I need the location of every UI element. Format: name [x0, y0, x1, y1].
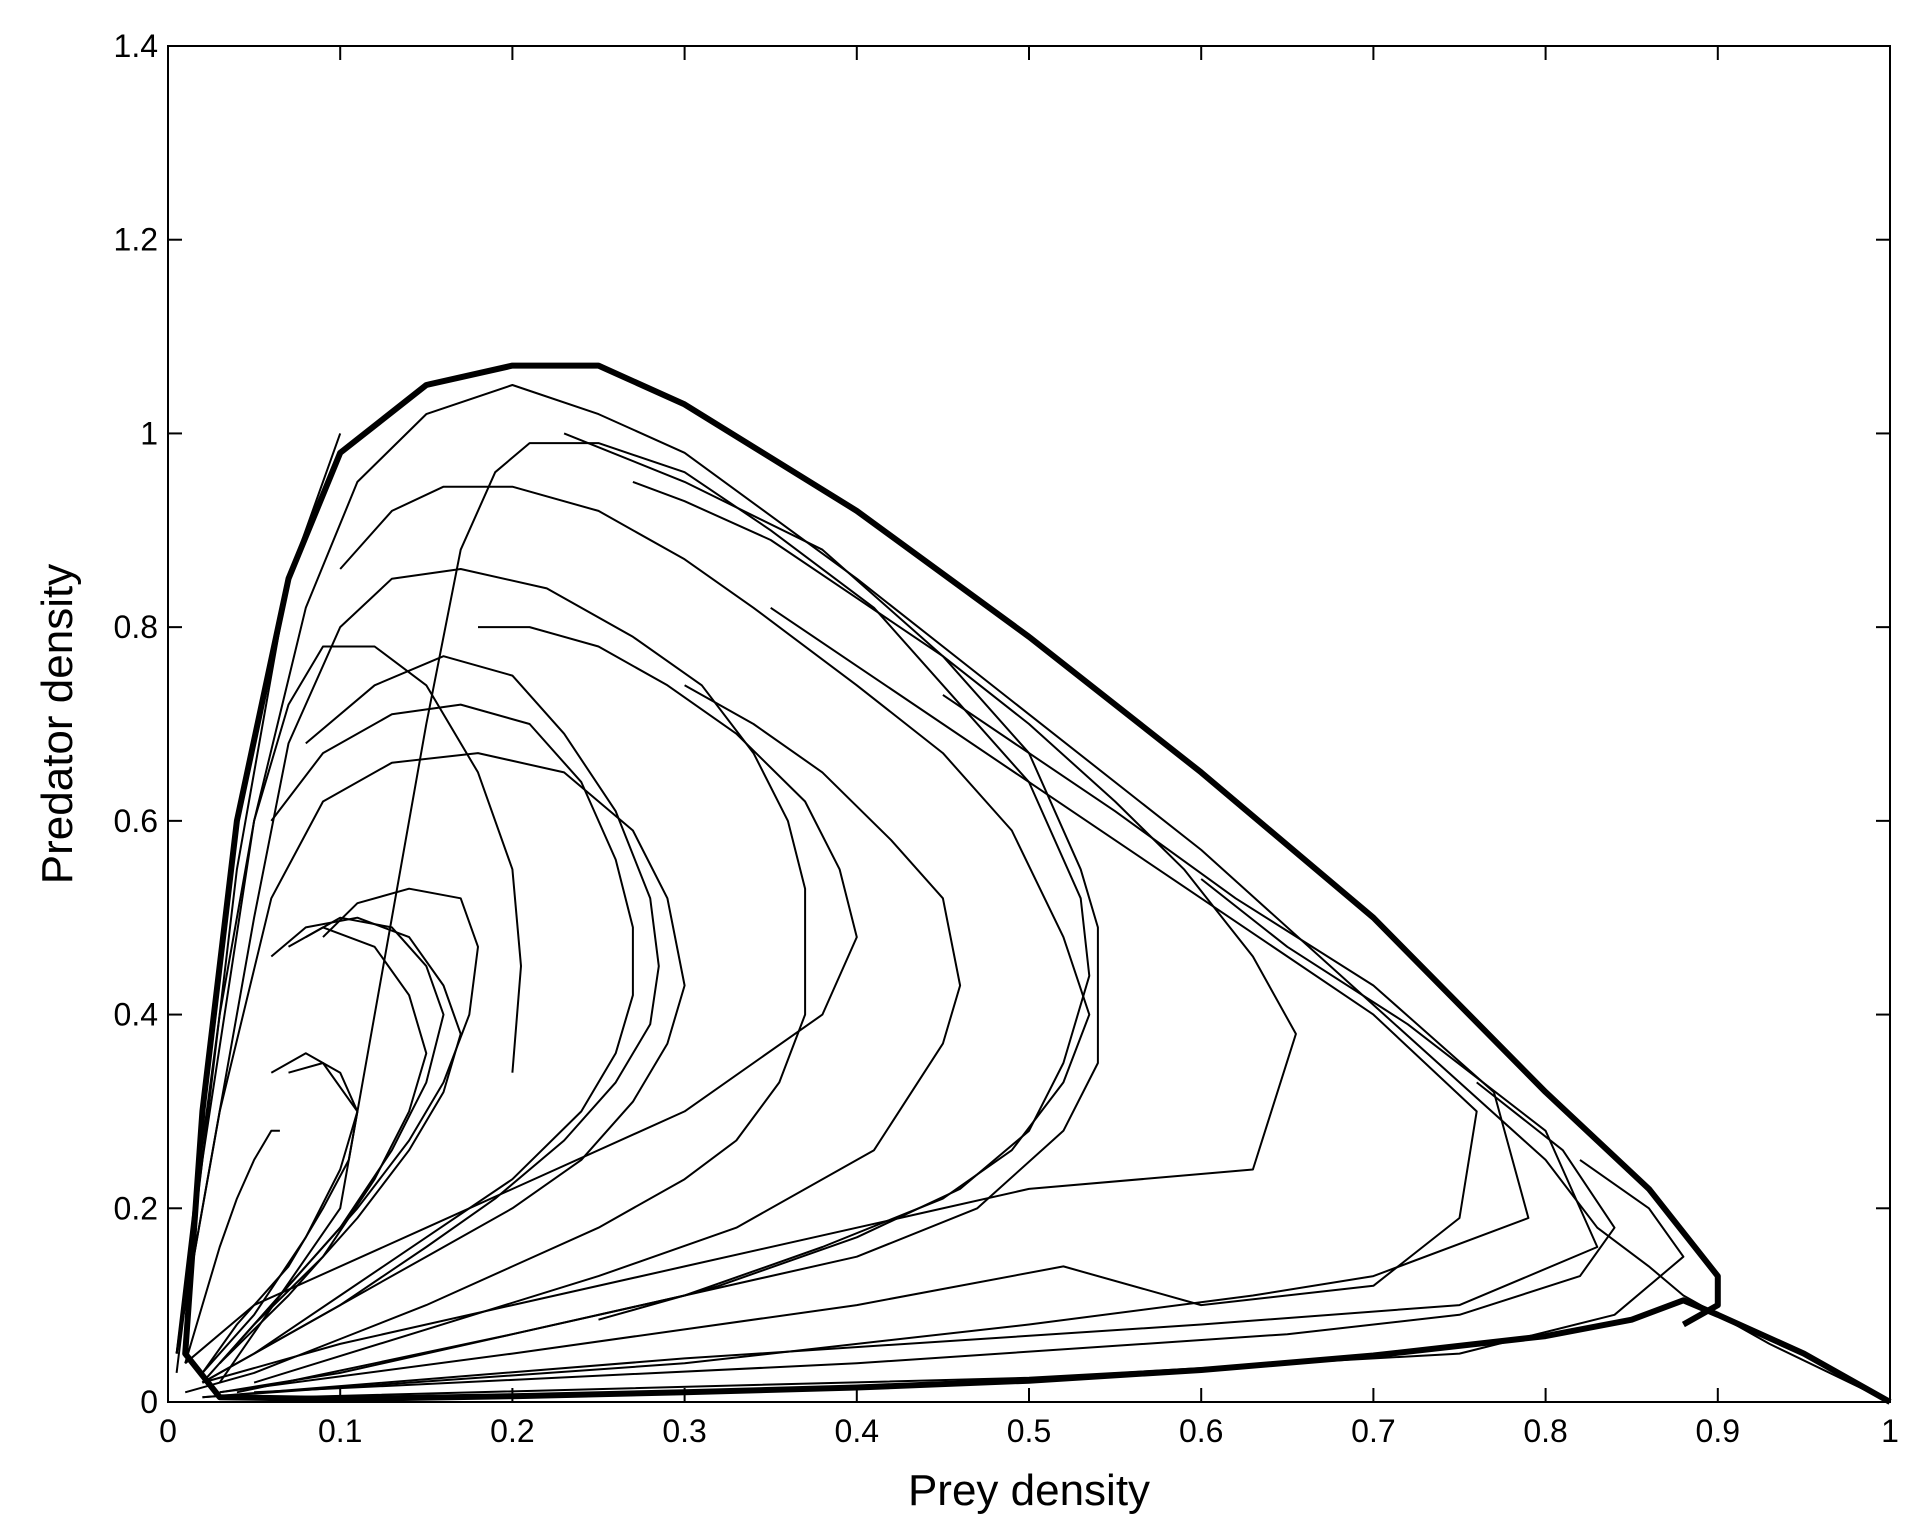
x-tick-label: 0.4	[835, 1413, 879, 1449]
trajectory-line	[201, 1062, 359, 1374]
x-tick-label: 0.8	[1523, 1413, 1567, 1449]
trajectory-line	[202, 878, 1599, 1399]
trajectory-line	[253, 703, 634, 1355]
x-tick-label: 0.7	[1351, 1413, 1395, 1449]
y-tick-label: 0.4	[114, 997, 158, 1033]
trajectory-line	[175, 568, 807, 1394]
y-tick-label: 0.8	[114, 609, 158, 645]
trajectory-line	[218, 916, 445, 1364]
x-tick-label: 0.2	[490, 1413, 534, 1449]
y-tick-label: 0	[140, 1384, 158, 1420]
trajectory-line	[288, 1159, 1685, 1399]
x-tick-label: 0.3	[662, 1413, 706, 1449]
x-tick-label: 0.6	[1179, 1413, 1223, 1449]
trajectory-layer	[175, 362, 1892, 1405]
y-tick-label: 1	[140, 415, 158, 451]
trajectory-line	[253, 684, 962, 1384]
x-tick-label: 0.1	[318, 1413, 362, 1449]
x-tick-label: 1	[1881, 1413, 1899, 1449]
x-tick-label: 0.9	[1696, 1413, 1740, 1449]
trajectory-line	[184, 626, 858, 1365]
trajectory-line	[254, 1081, 1616, 1394]
trajectory-line	[175, 645, 522, 1354]
x-tick-label: 0	[159, 1413, 177, 1449]
trajectory-line	[175, 384, 1891, 1403]
trajectory-line	[175, 752, 686, 1384]
tick-labels: 0 0.1 0.2 0.3 0.4 0.5 0.6 0.7 0.8 0.9 1 0 0.2 0.4 0.6 0…	[114, 28, 1899, 1449]
trajectory-line	[219, 606, 1478, 1394]
x-axis-title: Prey density	[908, 1466, 1150, 1515]
y-tick-label: 1.4	[114, 28, 158, 64]
trajectory-line	[202, 694, 1530, 1399]
y-axis-title: Predator density	[33, 564, 82, 884]
y-tick-label: 0.2	[114, 1190, 158, 1226]
y-tick-label: 0.6	[114, 803, 158, 839]
trajectory-line	[202, 480, 1297, 1384]
trajectory-line	[236, 485, 1091, 1394]
trajectory-line	[201, 655, 660, 1384]
trajectory-line	[184, 1129, 280, 1364]
x-tick-label: 0.5	[1007, 1413, 1051, 1449]
y-tick-label: 1.2	[114, 222, 158, 258]
trajectory-line	[218, 916, 462, 1365]
